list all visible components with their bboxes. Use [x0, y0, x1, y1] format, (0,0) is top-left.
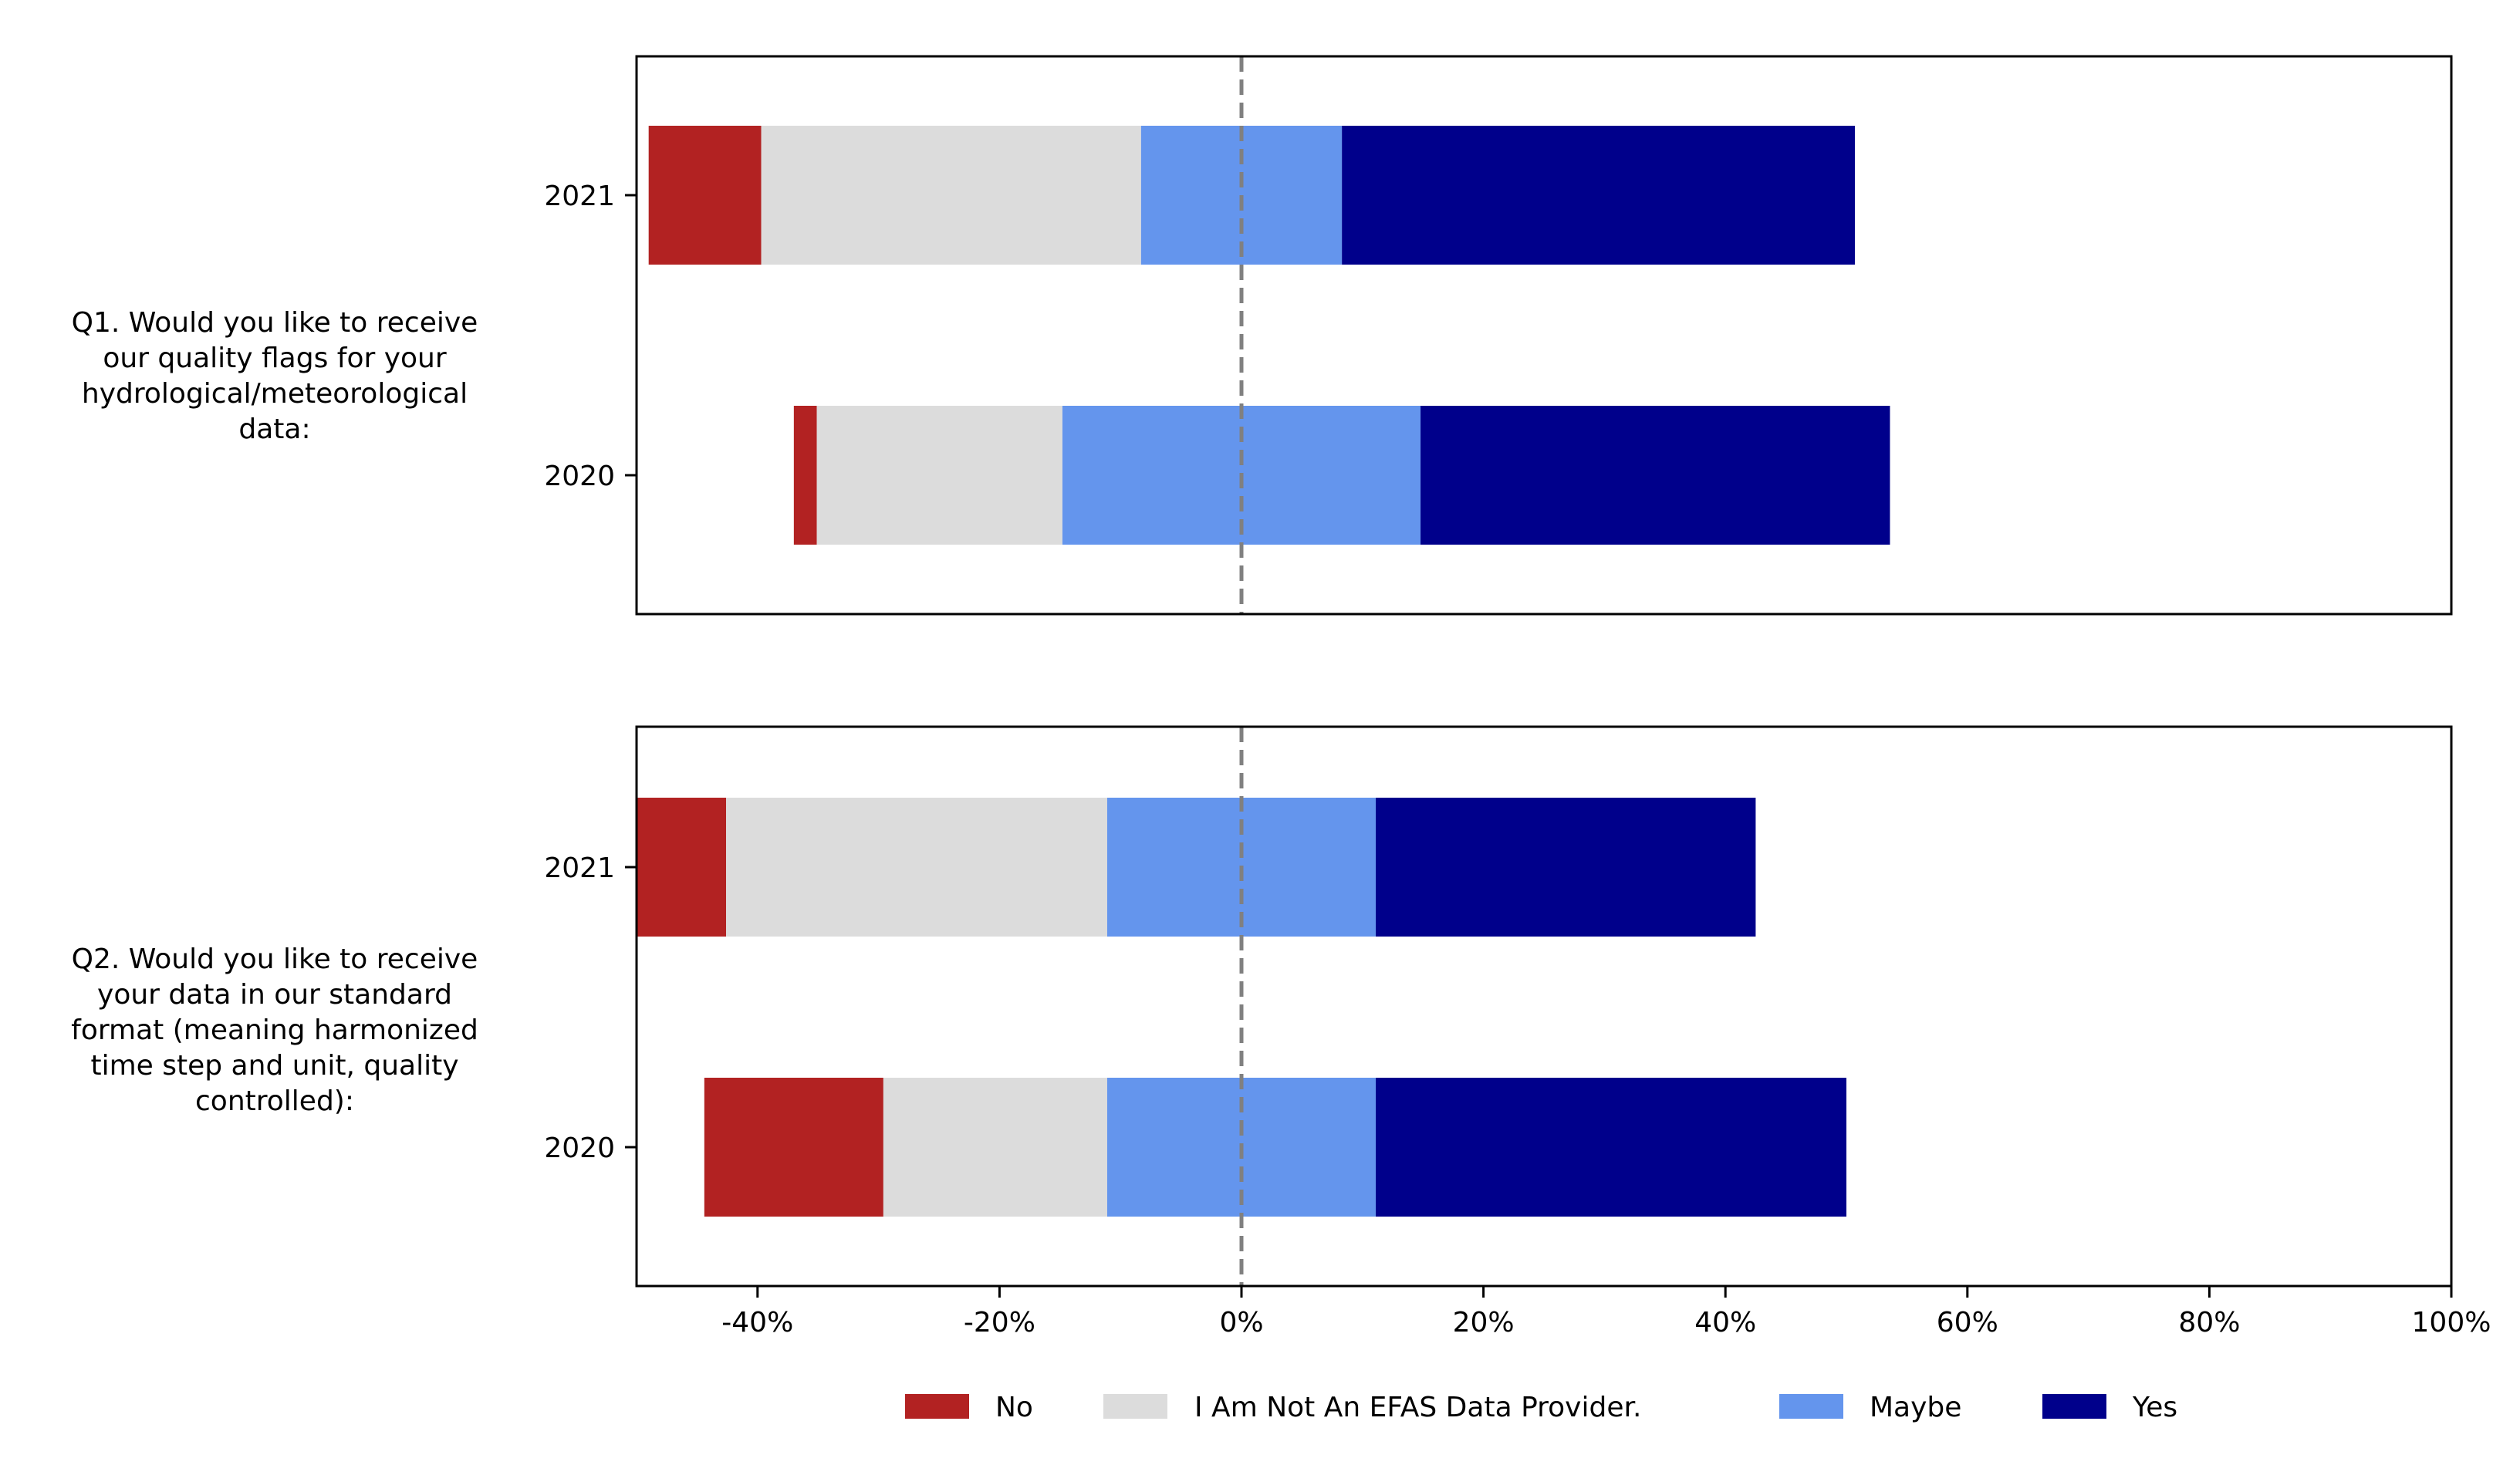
- bar-yes-2020: [1376, 1078, 1846, 1217]
- x-tick-label: 100%: [2412, 1307, 2491, 1338]
- bar-i-am-not-an-efas-data-provider-2021: [726, 798, 1107, 937]
- y-tick-label: 2021: [544, 852, 615, 884]
- panel-2: 2021 2020 Q2. Would you like to receive you…: [71, 725, 2453, 1288]
- question-label-line: your data in our standard: [97, 979, 452, 1011]
- legend-label: I Am Not An EFAS Data Provider.: [1194, 1392, 1641, 1423]
- legend-swatch: [905, 1394, 969, 1419]
- question-label-line: our quality flags for your: [103, 343, 447, 374]
- bar-i-am-not-an-efas-data-provider-2020: [883, 1078, 1107, 1217]
- legend-label: Yes: [2132, 1392, 2177, 1423]
- x-tick-label: -40%: [721, 1307, 793, 1338]
- bar-no-2021: [637, 798, 727, 937]
- y-tick-label: 2020: [544, 461, 615, 492]
- legend-label: Maybe: [1870, 1392, 1961, 1423]
- bar-yes-2021: [1342, 126, 1855, 265]
- y-tick-label: 2020: [544, 1133, 615, 1164]
- question-label-line: controlled):: [195, 1085, 354, 1117]
- question-label-line: data:: [238, 414, 310, 445]
- x-tick-label: -20%: [964, 1307, 1035, 1338]
- bar-no-2020: [793, 406, 817, 545]
- legend: No I Am Not An EFAS Data Provider. Maybe Ye…: [905, 1392, 2177, 1423]
- legend-swatch: [1103, 1394, 1167, 1419]
- bar-i-am-not-an-efas-data-provider-2020: [816, 406, 1062, 545]
- bars: [637, 798, 1846, 1217]
- panel-1: 2021 2020 Q1. Would you like to receive our…: [72, 55, 2453, 616]
- bar-no-2021: [648, 126, 762, 265]
- axes-frame: [635, 55, 2453, 616]
- x-tick-label: 60%: [1937, 1307, 1998, 1338]
- x-tick-label: 80%: [2178, 1307, 2240, 1338]
- y-tick-label: 2021: [544, 181, 615, 212]
- legend-swatch: [2042, 1394, 2106, 1419]
- question-label-line: Q2. Would you like to receive: [72, 943, 478, 975]
- question-label-line: hydrological/meteorological: [82, 378, 468, 410]
- bar-no-2020: [704, 1078, 883, 1217]
- x-tick-label: 0%: [1219, 1307, 1263, 1338]
- question-label-line: Q1. Would you like to receive: [72, 307, 478, 339]
- question-label-line: time step and unit, quality: [90, 1050, 458, 1082]
- bars: [648, 126, 1890, 545]
- bar-yes-2021: [1376, 798, 1756, 937]
- bar-i-am-not-an-efas-data-provider-2021: [761, 126, 1141, 265]
- x-tick-label: 20%: [1453, 1307, 1515, 1338]
- x-tick-label: 40%: [1694, 1307, 1756, 1338]
- axes-frame: [635, 725, 2453, 1288]
- bar-yes-2020: [1420, 406, 1890, 545]
- question-label-line: format (meaning harmonized: [71, 1014, 478, 1046]
- legend-label: No: [995, 1392, 1033, 1423]
- legend-swatch: [1779, 1394, 1843, 1419]
